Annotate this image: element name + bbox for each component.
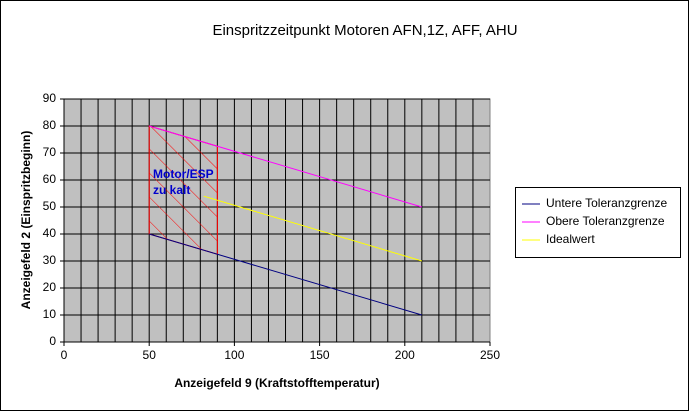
x-axis-title: Anzeigefeld 9 (Kraftstofftemperatur) — [174, 376, 379, 390]
x-tick-label: 0 — [61, 348, 68, 362]
annotation: zu kalt — [153, 183, 190, 197]
y-tick-label: 80 — [43, 118, 57, 132]
legend-box — [515, 187, 681, 258]
series-line — [203, 195, 422, 262]
legend-label: Untere Toleranzgrenze — [546, 196, 668, 210]
y-tick-label: 10 — [43, 307, 57, 321]
y-tick-label: 30 — [43, 253, 57, 267]
y-tick-label: 90 — [43, 91, 57, 105]
series-line — [149, 125, 422, 208]
y-axis-title: Anzeigefeld 2 (Einspritzbeginn) — [19, 131, 33, 310]
plot-area — [63, 98, 491, 343]
x-tick-label: 100 — [224, 348, 244, 362]
y-tick-label: 40 — [43, 226, 57, 240]
y-tick-label: 50 — [43, 199, 57, 213]
x-tick-label: 150 — [310, 348, 330, 362]
y-tick-label: 0 — [49, 334, 56, 348]
x-tick-label: 200 — [395, 348, 415, 362]
y-tick-label: 70 — [43, 145, 57, 159]
x-tick-label: 50 — [143, 348, 157, 362]
annotation: Motor/ESP — [153, 167, 214, 181]
x-tick-label: 250 — [480, 348, 500, 362]
series-line — [149, 233, 422, 316]
y-tick-label: 20 — [43, 280, 57, 294]
y-tick-label: 60 — [43, 172, 57, 186]
chart-title: Einspritzzeitpunkt Motoren AFN,1Z, AFF, … — [212, 22, 517, 39]
legend-label: Obere Toleranzgrenze — [546, 214, 665, 228]
legend-label: Idealwert — [546, 232, 595, 246]
